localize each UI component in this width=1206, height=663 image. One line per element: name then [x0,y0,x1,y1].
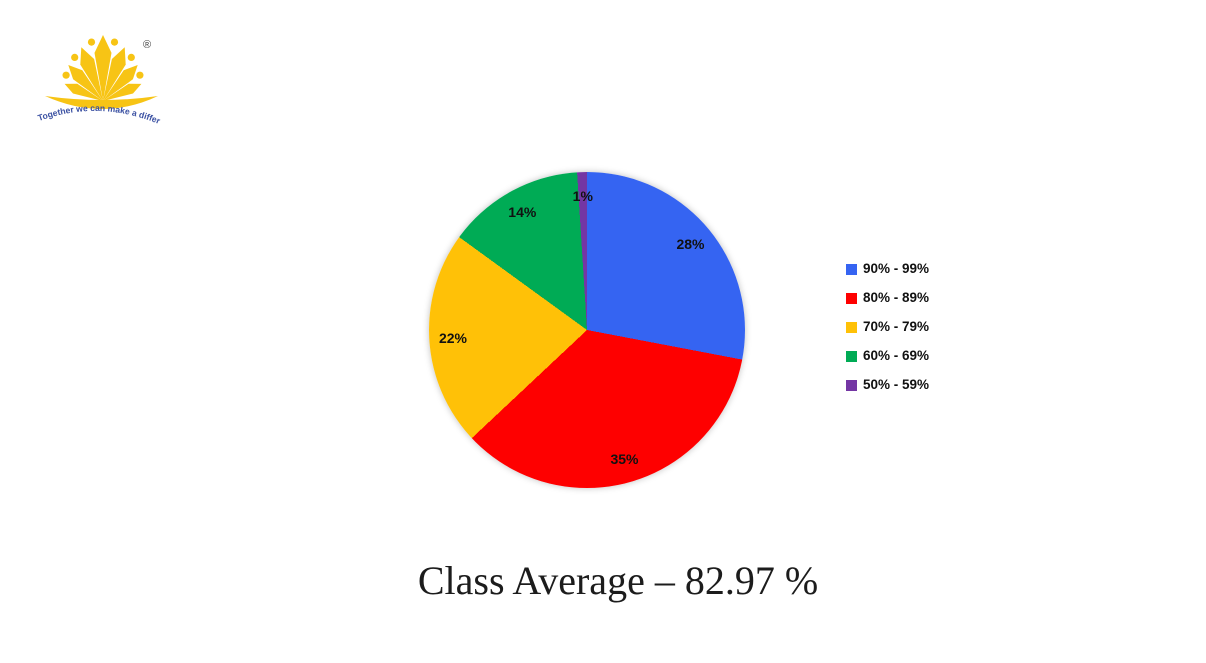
legend-item: 70% - 79% [846,320,929,334]
pie-chart: 28% 35% 22% 14% 1% [429,172,745,488]
legend-swatch [846,263,857,275]
legend-label: 50% - 59% [863,377,930,392]
legend-swatch [846,350,857,362]
legend-swatch [846,379,857,391]
legend-swatch [846,292,857,304]
leaf-crescent [45,96,158,109]
legend-item: 60% - 69% [846,349,929,363]
leaf-dots [62,38,144,79]
logo-tagline: Together we can make a difference [33,18,162,126]
company-logo: ® Together we can make a difference [33,18,162,126]
slice-label: 35% [610,450,639,467]
slice-label: 28% [676,236,705,253]
legend-swatch [846,321,857,333]
slice-label: 22% [438,330,467,347]
chart-title: Class Average – 82.97 % [417,558,819,603]
legend-item: 90% - 99% [846,262,929,276]
legend-label: 70% - 79% [863,319,930,334]
legend-label: 90% - 99% [863,261,930,276]
registered-mark: ® [143,39,151,51]
slice-label: 1% [572,187,593,204]
slice-label: 14% [508,204,537,221]
chart-legend: 90% - 99% 80% - 89% 70% - 79% 60% - 69% 50% … [846,262,929,407]
legend-label: 80% - 89% [863,290,930,305]
legend-item: 80% - 89% [846,291,929,305]
legend-label: 60% - 69% [863,348,930,363]
legend-item: 50% - 59% [846,378,929,392]
maple-leaf-icon [45,35,158,109]
